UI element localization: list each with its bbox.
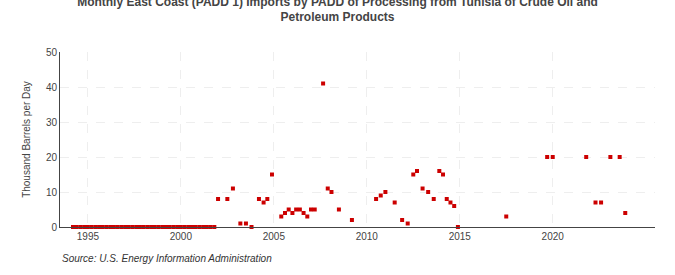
- svg-text:1995: 1995: [77, 231, 100, 242]
- svg-text:50: 50: [46, 47, 58, 58]
- svg-text:2005: 2005: [263, 231, 286, 242]
- svg-text:Monthly East Coast (PADD 1) Im: Monthly East Coast (PADD 1) Imports by P…: [77, 0, 598, 24]
- svg-text:Source: U.S. Energy Informatio: Source: U.S. Energy Information Administ…: [62, 253, 272, 264]
- svg-text:0: 0: [51, 222, 57, 233]
- svg-text:10: 10: [46, 187, 58, 198]
- svg-text:2015: 2015: [449, 231, 472, 242]
- svg-text:20: 20: [46, 152, 58, 163]
- svg-text:2010: 2010: [356, 231, 379, 242]
- svg-text:30: 30: [46, 117, 58, 128]
- svg-text:Thousand Barrels per Day: Thousand Barrels per Day: [21, 81, 32, 198]
- svg-text:2020: 2020: [542, 231, 565, 242]
- svg-text:2000: 2000: [170, 231, 193, 242]
- svg-text:40: 40: [46, 82, 58, 93]
